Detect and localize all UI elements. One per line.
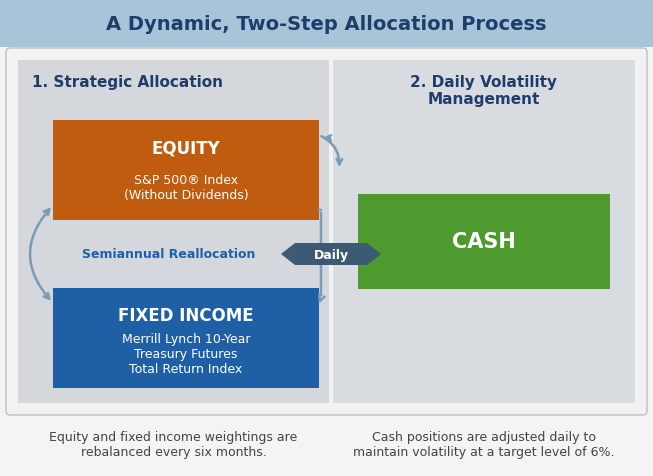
Bar bbox=[358, 195, 610, 289]
FancyArrowPatch shape bbox=[321, 137, 342, 165]
FancyArrowPatch shape bbox=[326, 136, 331, 141]
FancyArrowPatch shape bbox=[30, 210, 50, 299]
Text: 1. Strategic Allocation: 1. Strategic Allocation bbox=[32, 75, 223, 90]
Text: Semiannual Reallocation: Semiannual Reallocation bbox=[82, 248, 255, 261]
Text: Equity and fixed income weightings are
rebalanced every six months.: Equity and fixed income weightings are r… bbox=[50, 430, 298, 458]
Text: Daily: Daily bbox=[313, 248, 349, 261]
Text: Merrill Lynch 10-Year
Treasury Futures
Total Return Index: Merrill Lynch 10-Year Treasury Futures T… bbox=[121, 333, 250, 376]
Text: Cash positions are adjusted daily to
maintain volatility at a target level of 6%: Cash positions are adjusted daily to mai… bbox=[353, 430, 614, 458]
Text: CASH: CASH bbox=[452, 232, 516, 252]
Text: S&P 500® Index
(Without Dividends): S&P 500® Index (Without Dividends) bbox=[123, 174, 248, 201]
Bar bbox=[0, 0, 653, 48]
Text: EQUITY: EQUITY bbox=[151, 140, 220, 158]
Text: 2. Daily Volatility
Management: 2. Daily Volatility Management bbox=[411, 75, 558, 107]
Polygon shape bbox=[281, 244, 381, 266]
Bar bbox=[333, 61, 635, 403]
Bar bbox=[53, 121, 319, 220]
Text: A Dynamic, Two-Step Allocation Process: A Dynamic, Two-Step Allocation Process bbox=[106, 14, 547, 33]
FancyArrowPatch shape bbox=[319, 295, 325, 302]
FancyBboxPatch shape bbox=[6, 49, 647, 415]
Bar bbox=[53, 288, 319, 388]
Text: FIXED INCOME: FIXED INCOME bbox=[118, 307, 254, 324]
Bar bbox=[18, 61, 329, 403]
